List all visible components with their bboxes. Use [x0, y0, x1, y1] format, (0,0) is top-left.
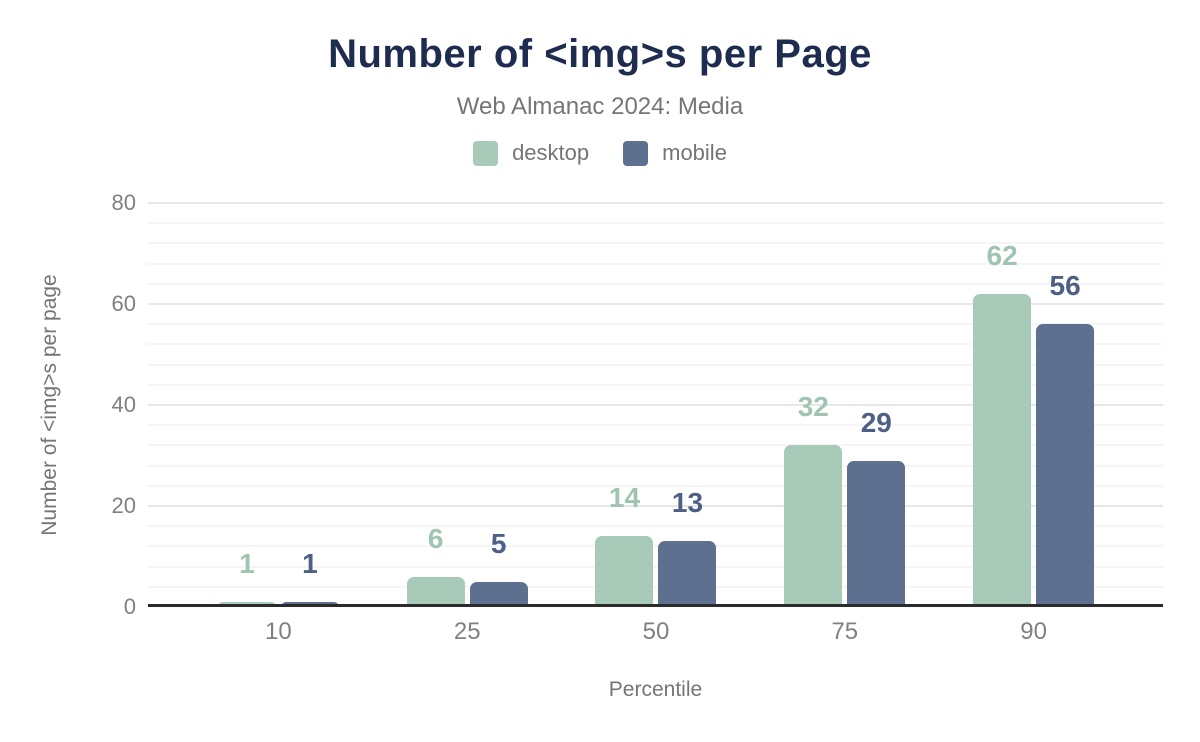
legend: desktop mobile [0, 140, 1200, 166]
y-tick-label: 0 [123, 594, 136, 619]
legend-item-desktop: desktop [473, 140, 589, 166]
minor-gridline [148, 565, 1163, 568]
bar-value-label-desktop-p75: 32 [797, 391, 829, 423]
mobile-swatch-icon [623, 140, 649, 166]
minor-gridline [148, 444, 1163, 447]
bar-value-label-mobile-p50: 13 [671, 487, 704, 519]
y-tick-label: 60 [111, 291, 136, 316]
bar-value-label-mobile-p90: 56 [1049, 270, 1081, 302]
minor-gridline [148, 242, 1163, 245]
x-tick-label: 90 [1020, 618, 1047, 645]
bar-mobile-p90: 56 [1036, 272, 1095, 607]
bar-value-label-mobile-p25: 5 [490, 527, 507, 559]
major-gridline [148, 303, 1163, 305]
minor-gridline [148, 222, 1163, 225]
major-gridline [148, 404, 1163, 406]
chart-subtitle: Web Almanac 2024: Media [456, 93, 744, 120]
x-tick-label: 50 [642, 618, 670, 645]
x-axis-line [148, 604, 1163, 607]
bar-value-label-desktop-p90: 62 [986, 239, 1018, 271]
bar-desktop-p50: 14 [595, 484, 654, 607]
bar-value-label-desktop-p10: 1 [239, 547, 255, 579]
minor-gridline [148, 262, 1163, 265]
x-axis-title: Percentile [608, 678, 703, 701]
minor-gridline [148, 484, 1163, 487]
bar-group-p75: 32 29 [750, 203, 939, 607]
minor-gridline [148, 424, 1163, 427]
bars-area: 1 1 6 5 14 13 32 29 62 56 [184, 203, 1128, 607]
minor-gridline [148, 464, 1163, 467]
minor-gridline [148, 363, 1163, 366]
bar-value-label-desktop-p25: 6 [427, 522, 444, 554]
minor-gridline [148, 525, 1163, 528]
y-tick-label: 80 [111, 190, 136, 215]
bar-group-p90: 62 56 [939, 203, 1128, 607]
y-axis-ticks: 0 20 40 60 80 [0, 192, 136, 618]
minor-gridline [148, 585, 1163, 588]
bar-mobile-p75: 29 [847, 408, 906, 607]
plot-area: 1 1 6 5 14 13 32 29 62 56 [148, 202, 1163, 607]
major-gridline [148, 505, 1163, 507]
y-tick-label: 20 [111, 493, 136, 518]
bar-group-p50: 14 13 [562, 203, 751, 607]
major-gridline [148, 202, 1163, 204]
minor-gridline [148, 323, 1163, 326]
legend-label-desktop: desktop [512, 140, 590, 165]
bar-desktop-p90: 62 [973, 241, 1032, 607]
desktop-swatch-icon [473, 140, 499, 166]
bar-mobile-p25: 5 [469, 529, 528, 607]
minor-gridline [148, 383, 1163, 386]
minor-gridline [148, 282, 1163, 285]
bar-desktop-p25: 6 [406, 524, 465, 607]
legend-item-mobile: mobile [623, 140, 727, 166]
y-tick-label: 40 [111, 392, 136, 417]
bar-value-label-desktop-p50: 14 [608, 482, 641, 514]
minor-gridline [148, 343, 1163, 346]
x-tick-label: 75 [831, 618, 859, 645]
bar-value-label-mobile-p10: 1 [302, 547, 318, 579]
chart-title: Number of <img>s per Page [328, 32, 872, 76]
bar-desktop-p75: 32 [784, 393, 843, 607]
bar-mobile-p50: 13 [658, 489, 717, 607]
x-tick-label: 25 [453, 618, 481, 645]
bar-value-label-mobile-p75: 29 [860, 406, 892, 438]
minor-gridline [148, 545, 1163, 548]
x-axis-ticks: 10 25 50 75 90 [184, 618, 1128, 646]
x-tick-label: 10 [265, 618, 292, 645]
legend-label-mobile: mobile [662, 140, 727, 165]
